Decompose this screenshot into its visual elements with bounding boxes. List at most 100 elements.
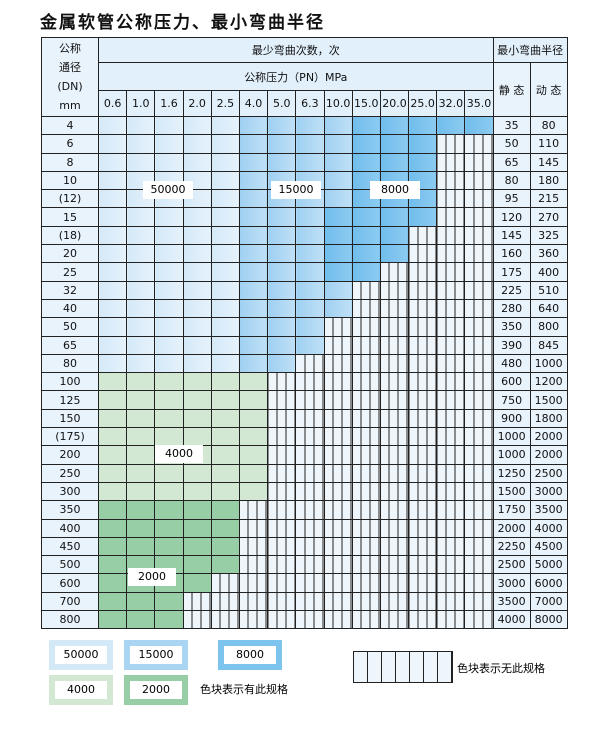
static-radius-cell: 750 — [492, 390, 531, 410]
spec-cell-8000 — [351, 262, 381, 282]
region-label-8000: 8000 — [370, 181, 420, 199]
no-spec-cell — [436, 536, 466, 557]
spec-cell-50000 — [154, 225, 184, 246]
spec-cell-4000 — [182, 390, 212, 410]
spec-cell-50000 — [126, 317, 156, 337]
no-spec-cell — [379, 555, 410, 575]
no-spec-cell — [351, 518, 381, 538]
spec-cell-4000 — [126, 481, 156, 502]
no-spec-cell — [351, 445, 381, 465]
spec-cell-8000 — [323, 225, 353, 246]
dynamic-radius-cell: 510 — [529, 280, 568, 300]
spec-cell-15000 — [267, 353, 297, 374]
spec-cell-2000 — [126, 536, 156, 557]
spec-cell-15000 — [238, 353, 269, 374]
no-spec-cell — [267, 555, 297, 575]
no-spec-cell — [295, 390, 325, 410]
region-label-50000: 50000 — [143, 181, 193, 199]
no-spec-cell — [408, 481, 438, 502]
spec-cell-50000 — [182, 298, 212, 319]
dn-cell: 10 — [41, 170, 99, 191]
spec-cell-4000 — [154, 408, 184, 429]
dn-cell: 6 — [41, 134, 99, 154]
static-radius-cell: 80 — [492, 170, 531, 191]
dynamic-radius-cell: 1800 — [529, 408, 568, 429]
table-row: 200 1000 2000 — [41, 445, 568, 465]
spec-cell-15000 — [238, 152, 269, 172]
spec-cell-2000 — [126, 518, 156, 538]
spec-cell-4000 — [154, 372, 184, 392]
no-spec-cell — [351, 372, 381, 392]
spec-cell-15000 — [295, 298, 325, 319]
region-label-2000: 2000 — [128, 568, 176, 586]
table-row: 600 3000 6000 — [41, 573, 568, 593]
spec-cell-15000 — [267, 225, 297, 246]
has-spec-note: 色块表示有此规格 — [200, 683, 288, 696]
spec-cell-50000 — [154, 115, 184, 136]
spec-cell-15000 — [295, 225, 325, 246]
table-row: 500 2500 5000 — [41, 555, 568, 575]
no-spec-cell — [379, 427, 410, 447]
static-radius-cell: 145 — [492, 225, 531, 246]
no-spec-cell — [351, 353, 381, 374]
spec-cell-2000 — [126, 591, 156, 612]
no-spec-cell — [238, 573, 269, 593]
no-spec-cell — [464, 189, 494, 209]
dn-header: 公称 通径 (DN) mm — [41, 37, 99, 117]
no-spec-cell — [408, 244, 438, 264]
dynamic-radius-cell: 2000 — [529, 427, 568, 447]
spec-cell-2000 — [97, 555, 128, 575]
spec-cell-8000 — [323, 262, 353, 282]
spec-cell-50000 — [182, 280, 212, 300]
no-spec-cell — [408, 335, 438, 355]
pressure-col-4.0: 4.0 — [238, 90, 269, 117]
dynamic-radius-cell: 4000 — [529, 518, 568, 538]
spec-cell-2000 — [126, 500, 156, 520]
spec-cell-50000 — [126, 262, 156, 282]
no-spec-cell — [323, 445, 353, 465]
no-spec-cell — [379, 518, 410, 538]
no-spec-cell — [295, 555, 325, 575]
spec-cell-15000 — [238, 317, 269, 337]
spec-cell-4000 — [126, 390, 156, 410]
spec-cell-4000 — [97, 427, 128, 447]
dynamic-radius-cell: 270 — [529, 207, 568, 227]
spec-cell-50000 — [97, 189, 128, 209]
no-spec-cell — [464, 244, 494, 264]
no-spec-cell — [436, 207, 466, 227]
spec-cell-2000 — [182, 518, 212, 538]
static-radius-cell: 50 — [492, 134, 531, 154]
no-spec-cell — [351, 610, 381, 630]
spec-cell-15000 — [238, 189, 269, 209]
no-spec-cell — [267, 536, 297, 557]
no-spec-cell — [408, 610, 438, 630]
spec-cell-8000 — [408, 134, 438, 154]
dn-cell: 80 — [41, 353, 99, 374]
no-spec-cell — [436, 152, 466, 172]
spec-cell-2000 — [97, 500, 128, 520]
table-row: 800 4000 8000 — [41, 610, 568, 630]
dynamic-radius-cell: 845 — [529, 335, 568, 355]
no-spec-cell — [379, 500, 410, 520]
no-spec-cell — [408, 445, 438, 465]
no-spec-cell — [464, 317, 494, 337]
legend-50000: 50000 — [49, 640, 113, 670]
no-spec-cell — [323, 610, 353, 630]
no-spec-cell — [436, 134, 466, 154]
spec-cell-50000 — [97, 134, 128, 154]
spec-cell-15000 — [295, 262, 325, 282]
no-spec-cell — [295, 500, 325, 520]
no-spec-cell — [267, 445, 297, 465]
dynamic-radius-cell: 360 — [529, 244, 568, 264]
no-spec-cell — [436, 225, 466, 246]
dynamic-header: 动 态 — [529, 62, 568, 117]
dn-cell: 450 — [41, 536, 99, 557]
spec-cell-15000 — [238, 207, 269, 227]
no-spec-cell — [464, 372, 494, 392]
spec-cell-2000 — [154, 536, 184, 557]
no-spec-cell — [379, 372, 410, 392]
no-spec-cell — [464, 280, 494, 300]
pressure-col-1.6: 1.6 — [154, 90, 184, 117]
no-spec-cell — [295, 353, 325, 374]
no-spec-cell — [464, 518, 494, 538]
